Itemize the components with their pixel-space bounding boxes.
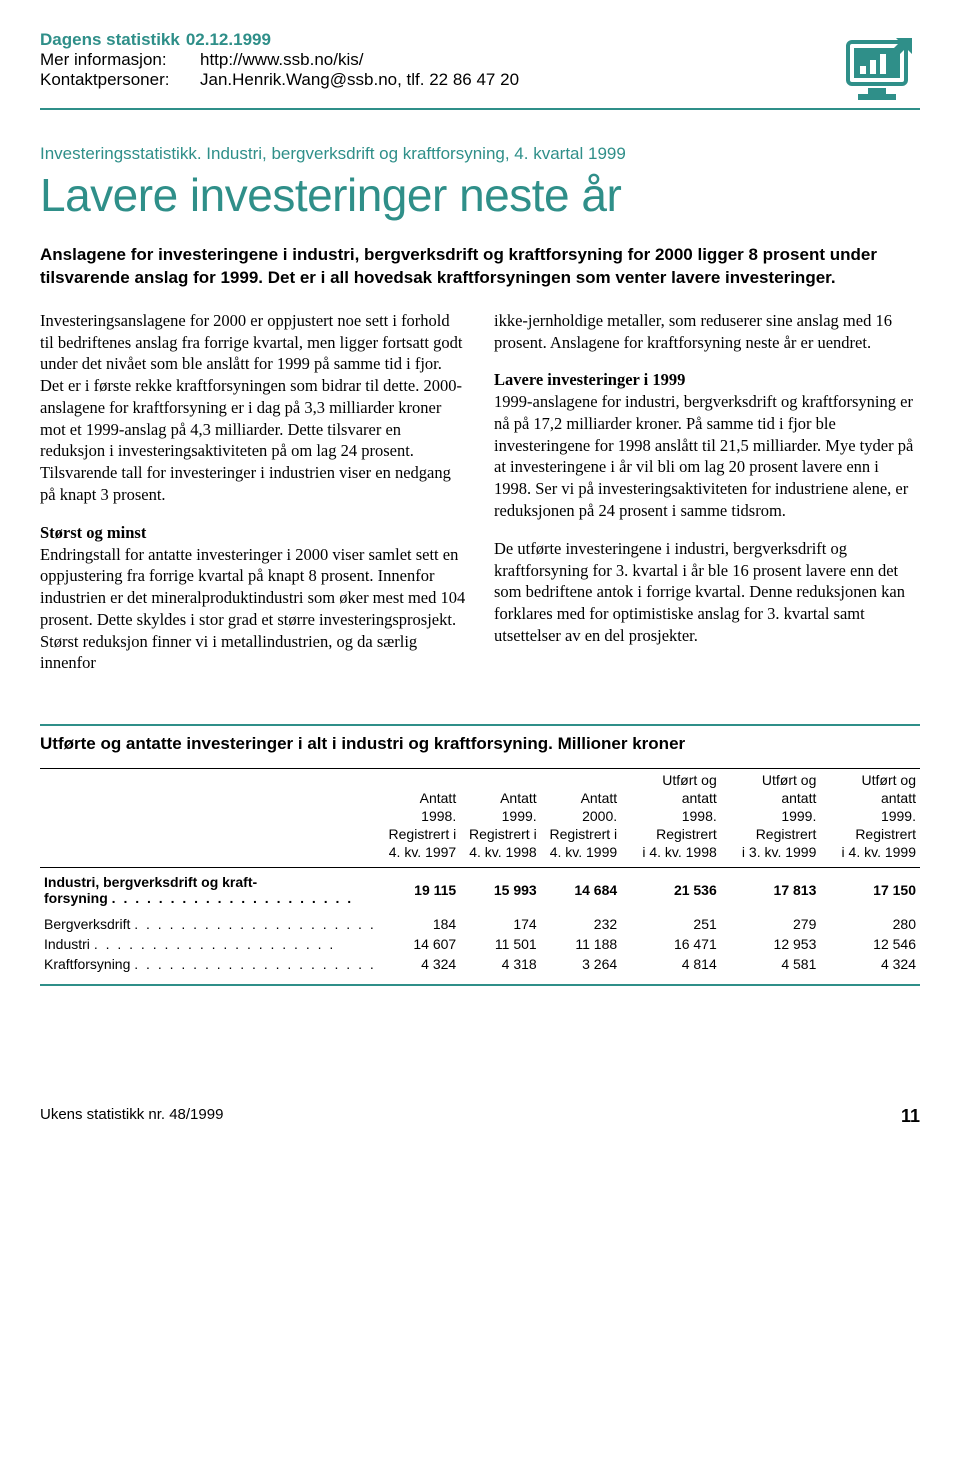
table-cell: 14 607 — [380, 934, 460, 954]
column-left: Investeringsanslagene for 2000 er oppjus… — [40, 310, 466, 690]
table-cell: 14 684 — [541, 868, 621, 915]
info-label: Mer informasjon: — [40, 50, 200, 70]
column-header — [40, 768, 380, 863]
body-text: 1999-anslagene for industri, bergverksdr… — [494, 392, 913, 520]
body-paragraph: Størst og minst Endringstall for antatte … — [40, 522, 466, 674]
body-text: Endringstall for antatte investeringer i… — [40, 545, 465, 673]
table-cell: 4 814 — [621, 954, 721, 974]
page-number: 11 — [901, 1106, 920, 1127]
table-cell: 3 264 — [541, 954, 621, 974]
investments-table: Antatt 1998.Registrert i4. kv. 1997Antat… — [40, 764, 920, 974]
table-cell: 232 — [541, 914, 621, 934]
column-header: Antatt 1998.Registrert i4. kv. 1997 — [380, 768, 460, 863]
table-cell: 15 993 — [460, 868, 540, 915]
table-row: Industri . . . . . . . . . . . . . . . .… — [40, 934, 920, 954]
body-paragraph: Investeringsanslagene for 2000 er oppjus… — [40, 310, 466, 506]
column-right: ikke-jernholdige metaller, som reduserer… — [494, 310, 920, 690]
table-cell: 279 — [721, 914, 821, 934]
table-cell: 174 — [460, 914, 540, 934]
table-bottom-rule — [40, 984, 920, 986]
table-row: Bergverksdrift . . . . . . . . . . . . .… — [40, 914, 920, 934]
table-cell: 184 — [380, 914, 460, 934]
table-cell: 12 546 — [820, 934, 920, 954]
page-footer: Ukens statistikk nr. 48/1999 11 — [40, 1106, 920, 1127]
table-cell: 280 — [820, 914, 920, 934]
body-paragraph: Lavere investeringer i 1999 1999-anslagen… — [494, 369, 920, 521]
table-cell: 16 471 — [621, 934, 721, 954]
header-title: Dagens statistikk — [40, 30, 180, 50]
header-date: 02.12.1999 — [186, 30, 271, 50]
table-cell: 4 318 — [460, 954, 540, 974]
table-cell: 21 536 — [621, 868, 721, 915]
article-body: Investeringsanslagene for 2000 er oppjus… — [40, 310, 920, 690]
table-cell: 17 813 — [721, 868, 821, 915]
table-cell: 19 115 — [380, 868, 460, 915]
article-title: Lavere investeringer neste år — [40, 168, 920, 222]
footer-issue: Ukens statistikk nr. 48/1999 — [40, 1106, 223, 1127]
info-value: http://www.ssb.no/kis/ — [200, 50, 363, 70]
table-cell: 4 581 — [721, 954, 821, 974]
page-header: Dagens statistikk 02.12.1999 Mer informa… — [40, 30, 920, 90]
column-header: Utført og antatt1998. Registrerti 4. kv.… — [621, 768, 721, 863]
subheading: Lavere investeringer i 1999 — [494, 370, 685, 389]
article-category: Investeringsstatistikk. Industri, bergve… — [40, 144, 920, 164]
article-lede: Anslagene for investeringene i industri,… — [40, 244, 920, 290]
table-body: Industri, bergverksdrift og kraft-forsyn… — [40, 868, 920, 975]
body-paragraph: De utførte investeringene i industri, be… — [494, 538, 920, 647]
computer-statistics-icon — [840, 30, 920, 110]
row-label: Industri . . . . . . . . . . . . . . . .… — [40, 934, 380, 954]
header-rule — [40, 108, 920, 110]
table-row: Industri, bergverksdrift og kraft-forsyn… — [40, 868, 920, 915]
table-title: Utførte og antatte investeringer i alt i… — [40, 734, 920, 754]
body-paragraph: ikke-jernholdige metaller, som reduserer… — [494, 310, 920, 354]
row-label: Industri, bergverksdrift og kraft-forsyn… — [40, 868, 380, 915]
table-cell: 17 150 — [820, 868, 920, 915]
table-header: Antatt 1998.Registrert i4. kv. 1997Antat… — [40, 764, 920, 867]
table-cell: 4 324 — [380, 954, 460, 974]
table-cell: 251 — [621, 914, 721, 934]
table-top-rule — [40, 724, 920, 726]
table-cell: 12 953 — [721, 934, 821, 954]
table-cell: 11 501 — [460, 934, 540, 954]
column-header: Antatt 1999.Registrert i4. kv. 1998 — [460, 768, 540, 863]
row-label: Bergverksdrift . . . . . . . . . . . . .… — [40, 914, 380, 934]
contact-value: Jan.Henrik.Wang@ssb.no, tlf. 22 86 47 20 — [200, 70, 519, 90]
subheading: Størst og minst — [40, 523, 146, 542]
column-header: Utført og antatt1999. Registrerti 4. kv.… — [820, 768, 920, 863]
table-cell: 11 188 — [541, 934, 621, 954]
row-label: Kraftforsyning . . . . . . . . . . . . .… — [40, 954, 380, 974]
contact-label: Kontaktpersoner: — [40, 70, 200, 90]
table-cell: 4 324 — [820, 954, 920, 974]
column-header: Utført og antatt1999. Registrerti 3. kv.… — [721, 768, 821, 863]
table-row: Kraftforsyning . . . . . . . . . . . . .… — [40, 954, 920, 974]
column-header: Antatt 2000.Registrert i4. kv. 1999 — [541, 768, 621, 863]
